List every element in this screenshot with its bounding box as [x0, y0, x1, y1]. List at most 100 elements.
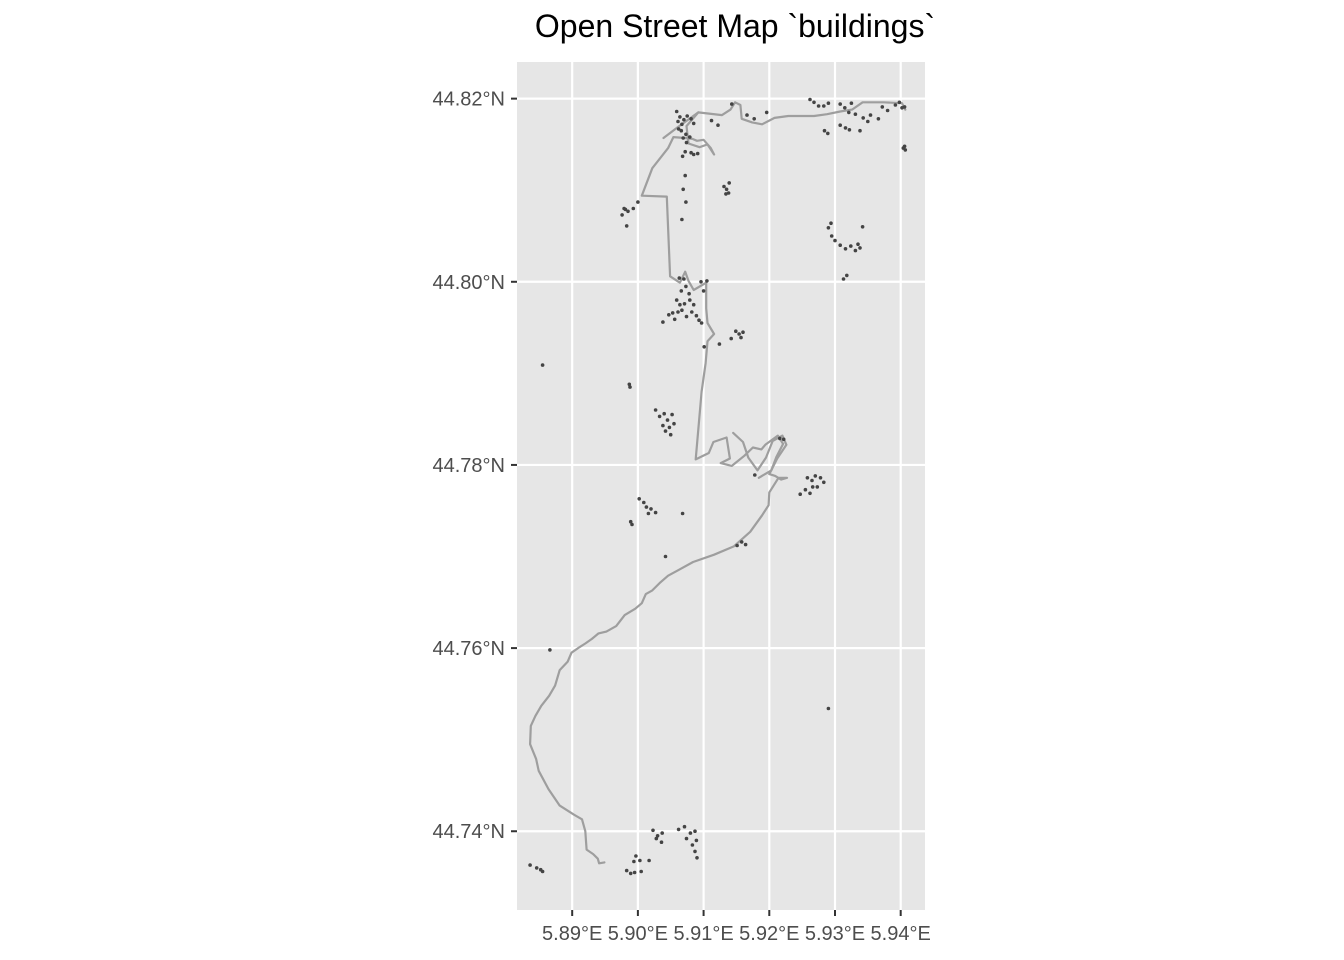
- building-point: [822, 128, 827, 133]
- building-point: [684, 314, 689, 319]
- building-point: [663, 429, 668, 433]
- building-point: [798, 492, 802, 497]
- building-point: [680, 511, 685, 516]
- building-point: [687, 291, 691, 296]
- building-point: [689, 117, 693, 121]
- building-point: [730, 102, 734, 106]
- building-point: [667, 313, 671, 317]
- building-point: [631, 206, 636, 211]
- building-point: [829, 221, 833, 225]
- building-point: [699, 280, 703, 284]
- building-point: [660, 831, 664, 835]
- building-point: [657, 414, 662, 419]
- building-point: [685, 114, 689, 118]
- building-point: [644, 505, 649, 509]
- building-point: [818, 476, 823, 480]
- building-point: [624, 224, 629, 228]
- building-point: [764, 110, 769, 115]
- building-point: [847, 128, 852, 132]
- building-point: [670, 412, 674, 417]
- building-point: [646, 511, 651, 516]
- x-tick-label: 5.89°E: [542, 923, 602, 945]
- building-point: [684, 836, 689, 841]
- building-point: [695, 151, 700, 156]
- building-point: [672, 317, 677, 322]
- building-point: [838, 102, 842, 106]
- building-point: [699, 321, 704, 325]
- building-point: [677, 276, 682, 280]
- building-point: [691, 121, 696, 126]
- building-point: [843, 126, 848, 130]
- boundary-lines: [528, 101, 907, 865]
- building-point: [753, 473, 757, 477]
- building-point: [684, 140, 689, 145]
- building-point: [688, 298, 692, 302]
- building-point: [680, 122, 684, 127]
- building-point: [653, 408, 658, 412]
- building-point: [676, 827, 681, 832]
- building-point: [694, 313, 699, 318]
- building-point: [822, 104, 826, 108]
- x-tick-label: 5.91°E: [673, 923, 733, 945]
- building-point: [897, 100, 902, 105]
- building-point: [702, 345, 706, 349]
- building-point: [665, 418, 670, 422]
- building-point: [810, 485, 815, 489]
- building-point: [672, 421, 676, 426]
- building-point: [826, 131, 830, 136]
- building-point: [826, 226, 831, 230]
- building-point: [682, 277, 686, 281]
- building-point: [681, 136, 685, 140]
- boundary-line: [528, 431, 789, 865]
- building-point: [815, 485, 820, 489]
- building-point: [662, 411, 666, 416]
- building-point: [861, 116, 865, 120]
- building-point: [752, 117, 756, 121]
- building-point: [833, 238, 837, 243]
- building-point: [822, 480, 826, 485]
- building-point: [880, 105, 885, 109]
- map-title: Open Street Map `buildings`: [534, 8, 936, 44]
- building-point: [627, 382, 632, 387]
- building-point: [674, 298, 679, 302]
- boundary-line: [640, 111, 785, 479]
- building-point: [636, 200, 640, 204]
- building-point: [663, 554, 668, 559]
- building-point: [684, 132, 688, 137]
- building-point: [676, 310, 680, 314]
- building-point: [853, 112, 858, 116]
- building-point: [781, 437, 786, 442]
- building-point: [622, 206, 626, 211]
- building-point: [729, 336, 733, 341]
- building-point: [737, 332, 741, 336]
- building-point: [843, 106, 847, 110]
- x-tick-label: 5.90°E: [608, 923, 668, 945]
- building-point: [654, 836, 659, 841]
- building-point: [678, 115, 682, 119]
- building-point: [681, 187, 685, 192]
- y-tick-label: 44.78°N: [433, 455, 506, 477]
- building-point: [679, 128, 684, 133]
- building-point: [701, 289, 706, 293]
- building-point: [885, 108, 890, 113]
- building-point: [628, 519, 633, 524]
- building-points: [528, 97, 908, 876]
- building-point: [745, 113, 749, 117]
- building-point: [620, 213, 624, 217]
- building-point: [647, 858, 651, 863]
- building-point: [626, 209, 630, 214]
- x-tick-label: 5.94°E: [871, 923, 931, 945]
- building-point: [661, 320, 665, 324]
- building-point: [803, 487, 808, 492]
- building-point: [849, 244, 853, 248]
- building-point: [722, 184, 726, 189]
- building-point: [716, 123, 720, 127]
- building-point: [680, 154, 685, 159]
- axis-ticks: 5.89°E 5.90°E 5.91°E 5.92°E 5.93°E 5.94°E 44.7…: [433, 89, 931, 945]
- building-point: [812, 100, 816, 105]
- building-point: [540, 363, 545, 367]
- building-point: [841, 277, 846, 281]
- building-point: [705, 279, 709, 283]
- building-point: [690, 843, 695, 847]
